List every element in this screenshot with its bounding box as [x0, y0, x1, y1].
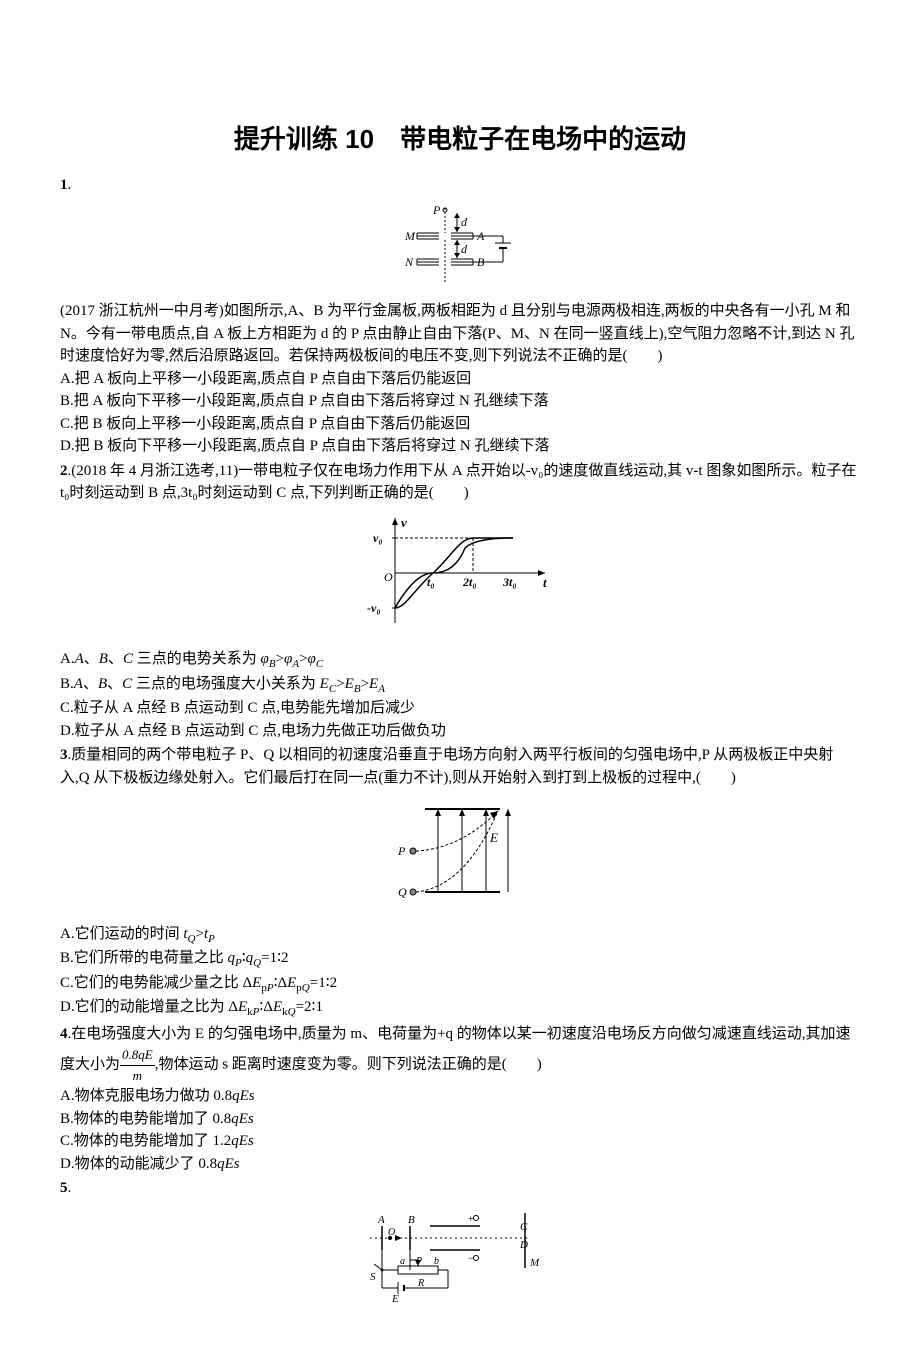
q2-option-A: A.A、B、C 三点的电势关系为 φB>φA>φC [60, 648, 860, 673]
question-1: 1. P M A [60, 174, 860, 458]
label-E: E [489, 830, 498, 845]
page-title: 提升训练 10 带电粒子在电场中的运动 [60, 120, 860, 159]
q4-stem-post: ,物体运动 s 距离时速度变为零。则下列说法正确的是( ) [155, 1056, 542, 1072]
ylabel: v [401, 515, 407, 530]
label-A5: A [377, 1214, 385, 1226]
question-3: 3.质量相同的两个带电粒子 P、Q 以相同的初速度沿垂直于电场方向射入两平行板间… [60, 744, 860, 1021]
label-P: P [432, 205, 441, 217]
label-P5: P [415, 1256, 422, 1267]
q1-diagram-svg: P M A [395, 205, 525, 285]
label-N: N [404, 255, 414, 269]
ytick-nv0: -v₀ [367, 601, 381, 615]
q2-option-C: C.粒子从 A 点经 B 点运动到 C 点,电势能先增加后减少 [60, 697, 860, 720]
label-M5: M [529, 1257, 540, 1269]
q1-figure: P M A [60, 205, 860, 293]
label-E5: E [391, 1293, 399, 1305]
label-Q3: Q [398, 885, 407, 899]
xtick-3t0: 3t₀ [502, 575, 517, 589]
q1-option-C: C.把 B 板向上平移一小段距离,质点自 P 点自由下落后仍能返回 [60, 413, 860, 436]
xtick-2t0: 2t₀ [462, 575, 477, 589]
q1-option-D: D.把 B 板向下平移一小段距离,质点自 P 点自由下落后将穿过 N 孔继续下落 [60, 435, 860, 458]
q3-stem: .质量相同的两个带电粒子 P、Q 以相同的初速度沿垂直于电场方向射入两平行板间的… [60, 747, 833, 786]
q3-figure: E P Q [60, 797, 860, 915]
label-b5: b [434, 1256, 439, 1267]
q4-option-B: B.物体的电势能增加了 0.8qEs [60, 1108, 860, 1131]
q1-number: 1 [60, 177, 68, 193]
q4-option-D: D.物体的动能减少了 0.8qEs [60, 1153, 860, 1176]
label-d2: d [461, 242, 468, 256]
q4-option-C: C.物体的电势能增加了 1.2qEs [60, 1130, 860, 1153]
q4-option-A: A.物体克服电场力做功 0.8qEs [60, 1085, 860, 1108]
q2-option-D: D.粒子从 A 点经 B 点运动到 C 点,电场力先做正功后做负功 [60, 720, 860, 743]
q2-option-B: B.A、B、C 三点的电场强度大小关系为 EC>EB>EA [60, 673, 860, 698]
q1-option-A: A.把 A 板向上平移一小段距离,质点自 P 点自由下落后仍能返回 [60, 368, 860, 391]
label-S5: S [370, 1271, 376, 1283]
label-O5: O [388, 1227, 395, 1238]
q3-number: 3 [60, 747, 68, 763]
label-P3: P [397, 844, 406, 858]
q3-option-A: A.它们运动的时间 tQ>tP [60, 923, 860, 948]
question-4: 4.在电场强度大小为 E 的匀强电场中,质量为 m、电荷量为+q 的物体以某一初… [60, 1023, 860, 1176]
q2-figure: v t O v₀ -v₀ t₀ 2t₀ 3t₀ [60, 513, 860, 641]
label-plus: + [468, 1214, 474, 1225]
label-R5: R [417, 1278, 424, 1289]
q5-number: 5 [60, 1180, 68, 1196]
xlabel: t [543, 575, 547, 590]
label-D5: D [519, 1239, 528, 1251]
q3-option-B: B.它们所带的电荷量之比 qP∶qQ=1∶2 [60, 947, 860, 972]
label-C5: C [520, 1221, 528, 1233]
label-a5: a [400, 1256, 405, 1267]
q2-graph-svg: v t O v₀ -v₀ t₀ 2t₀ 3t₀ [365, 513, 555, 633]
q3-option-C: C.它们的电势能减少量之比 ΔEpP∶ΔEpQ=1∶2 [60, 972, 860, 997]
label-M: M [404, 229, 416, 243]
question-5: 5. A B O + − [60, 1177, 860, 1315]
q5-diagram-svg: A B O + − C D M [360, 1208, 560, 1308]
label-d1: d [461, 215, 468, 229]
q3-option-D: D.它们的动能增量之比为 ΔEkP∶ΔEkQ=2∶1 [60, 996, 860, 1021]
q2-stem: .(2018 年 4 月浙江选考,11)一带电粒子仅在电场力作用下从 A 点开始… [60, 463, 856, 502]
q5-figure: A B O + − C D M [60, 1208, 860, 1316]
q4-fraction: 0.8qEm [120, 1045, 155, 1085]
q1-stem: (2017 浙江杭州一中月考)如图所示,A、B 为平行金属板,两板相距为 d 且… [60, 300, 860, 368]
q4-number: 4 [60, 1026, 68, 1042]
question-2: 2.(2018 年 4 月浙江选考,11)一带电粒子仅在电场力作用下从 A 点开… [60, 460, 860, 743]
q1-option-B: B.把 A 板向下平移一小段距离,质点自 P 点自由下落后将穿过 N 孔继续下落 [60, 390, 860, 413]
q2-number: 2 [60, 463, 68, 479]
origin: O [384, 570, 393, 584]
q3-diagram-svg: E P Q [390, 797, 530, 907]
ytick-v0: v₀ [373, 531, 383, 545]
label-B5: B [408, 1214, 415, 1226]
